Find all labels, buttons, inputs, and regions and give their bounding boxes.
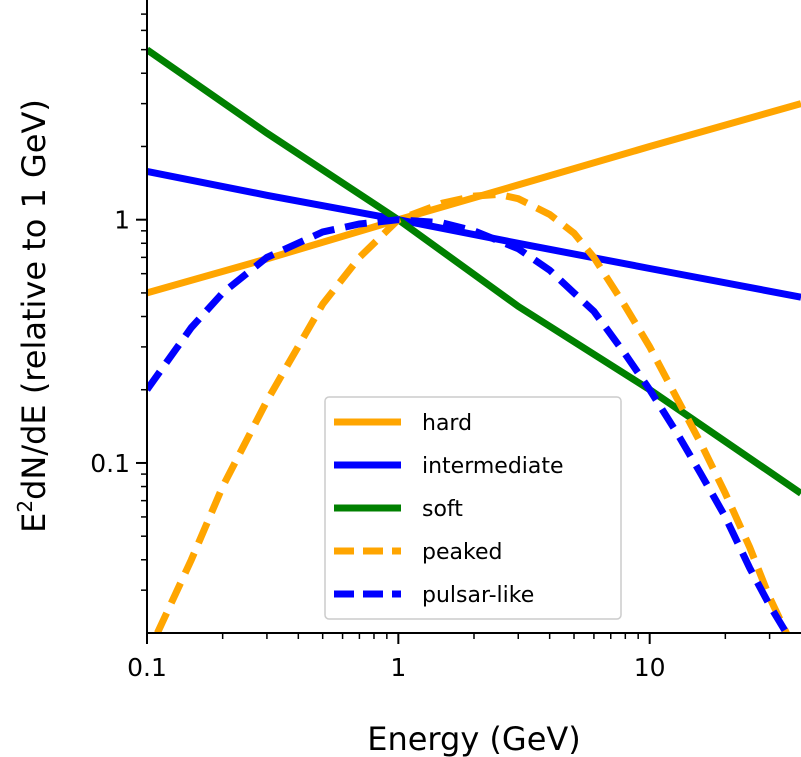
x-tick-label: 1 — [390, 653, 406, 682]
series-line-intermediate — [147, 167, 801, 301]
legend-label-pulsar-like: pulsar-like — [422, 583, 534, 608]
legend-box — [324, 396, 622, 620]
x-tick-label: 10 — [634, 653, 666, 682]
y-axis-label-sup: 2 — [13, 500, 37, 513]
series-line-pulsar-like — [147, 216, 791, 633]
y-axis-label: E2dN/dE (relative to 1 GeV) — [13, 99, 53, 533]
legend-label-peaked: peaked — [422, 540, 502, 565]
legend-label-soft: soft — [422, 497, 463, 522]
legend-label-hard: hard — [422, 411, 472, 436]
y-tick-label: 1 — [114, 206, 130, 235]
tick-labels: 0.1 1 10 0.1 1 — [90, 206, 665, 682]
x-axis-label: Energy (GeV) — [367, 720, 581, 757]
y-axis-label-rest: dN/dE (relative to 1 GeV) — [15, 99, 53, 500]
series-line-peaked — [154, 190, 791, 633]
legend-label-intermediate: intermediate — [422, 454, 564, 479]
x-tick-label: 0.1 — [127, 653, 167, 682]
major-ticks — [136, 218, 651, 644]
y-axis-label-e: E — [15, 513, 53, 533]
legend: hard intermediate soft peaked pulsar-like — [324, 396, 622, 620]
series-layer — [147, 46, 801, 633]
y-tick-label: 0.1 — [90, 449, 130, 478]
series-line-soft — [147, 46, 801, 497]
